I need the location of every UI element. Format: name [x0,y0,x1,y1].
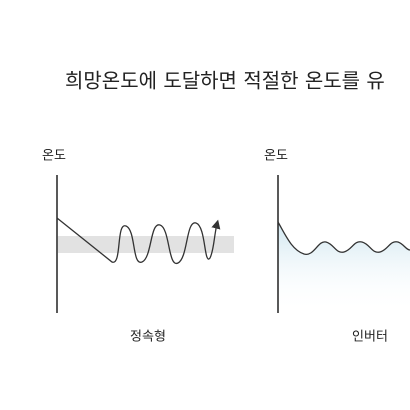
axis-label: 온도 [42,149,66,164]
caption: 인버터 [352,330,388,345]
title: 희망온도에 도달하면 적절한 온도를 유 [65,69,385,93]
axis-label: 온도 [264,149,288,164]
temperature-area [278,222,410,313]
temperature-curve [56,217,221,264]
target-band [58,236,234,253]
temperature-curve [277,221,410,255]
caption: 정속형 [130,330,166,345]
